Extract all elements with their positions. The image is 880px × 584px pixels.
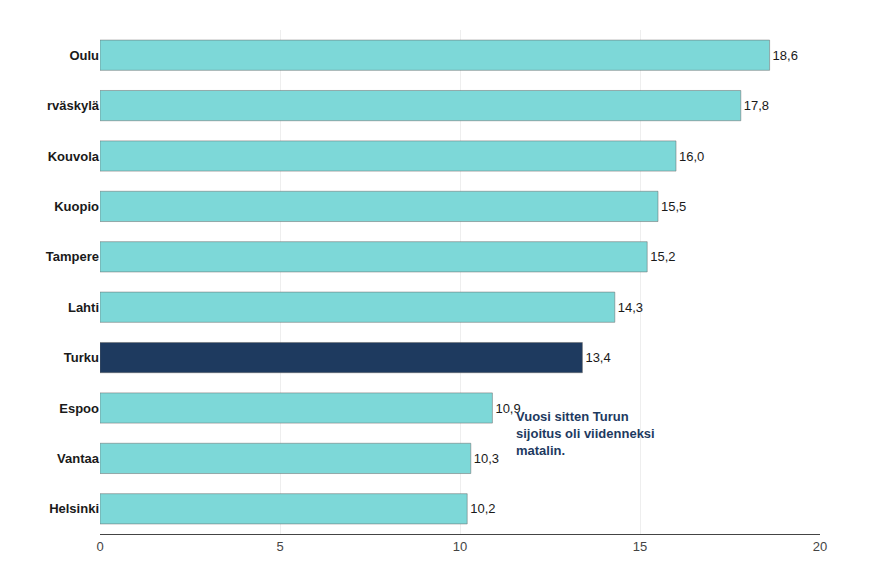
svg-text:Espoo: Espoo: [59, 401, 99, 416]
svg-text:Vantaa: Vantaa: [57, 451, 100, 466]
svg-text:10,3: 10,3: [474, 451, 499, 466]
svg-text:5: 5: [276, 539, 283, 554]
svg-text:Turku: Turku: [64, 350, 99, 365]
svg-text:Tampere: Tampere: [46, 249, 99, 264]
svg-text:15: 15: [633, 539, 647, 554]
svg-text:rväskylä: rväskylä: [47, 98, 100, 113]
svg-text:14,3: 14,3: [618, 300, 643, 315]
svg-text:17,8: 17,8: [744, 98, 769, 113]
svg-text:0: 0: [96, 539, 103, 554]
svg-text:15,2: 15,2: [650, 249, 675, 264]
svg-text:18,6: 18,6: [773, 48, 798, 63]
svg-text:10,9: 10,9: [495, 401, 520, 416]
svg-text:Vuosi sitten Turunsijoitus oli: Vuosi sitten Turunsijoitus oli viidennek…: [516, 409, 655, 458]
svg-text:15,5: 15,5: [661, 199, 686, 214]
svg-text:Kuopio: Kuopio: [54, 199, 99, 214]
svg-text:10,2: 10,2: [470, 501, 495, 516]
svg-text:Kouvola: Kouvola: [48, 149, 100, 164]
svg-text:13,4: 13,4: [585, 350, 610, 365]
svg-text:10: 10: [453, 539, 467, 554]
svg-text:20: 20: [813, 539, 827, 554]
svg-text:Helsinki: Helsinki: [49, 501, 99, 516]
svg-text:16,0: 16,0: [679, 149, 704, 164]
svg-text:Lahti: Lahti: [68, 300, 99, 315]
svg-text:Oulu: Oulu: [69, 48, 99, 63]
